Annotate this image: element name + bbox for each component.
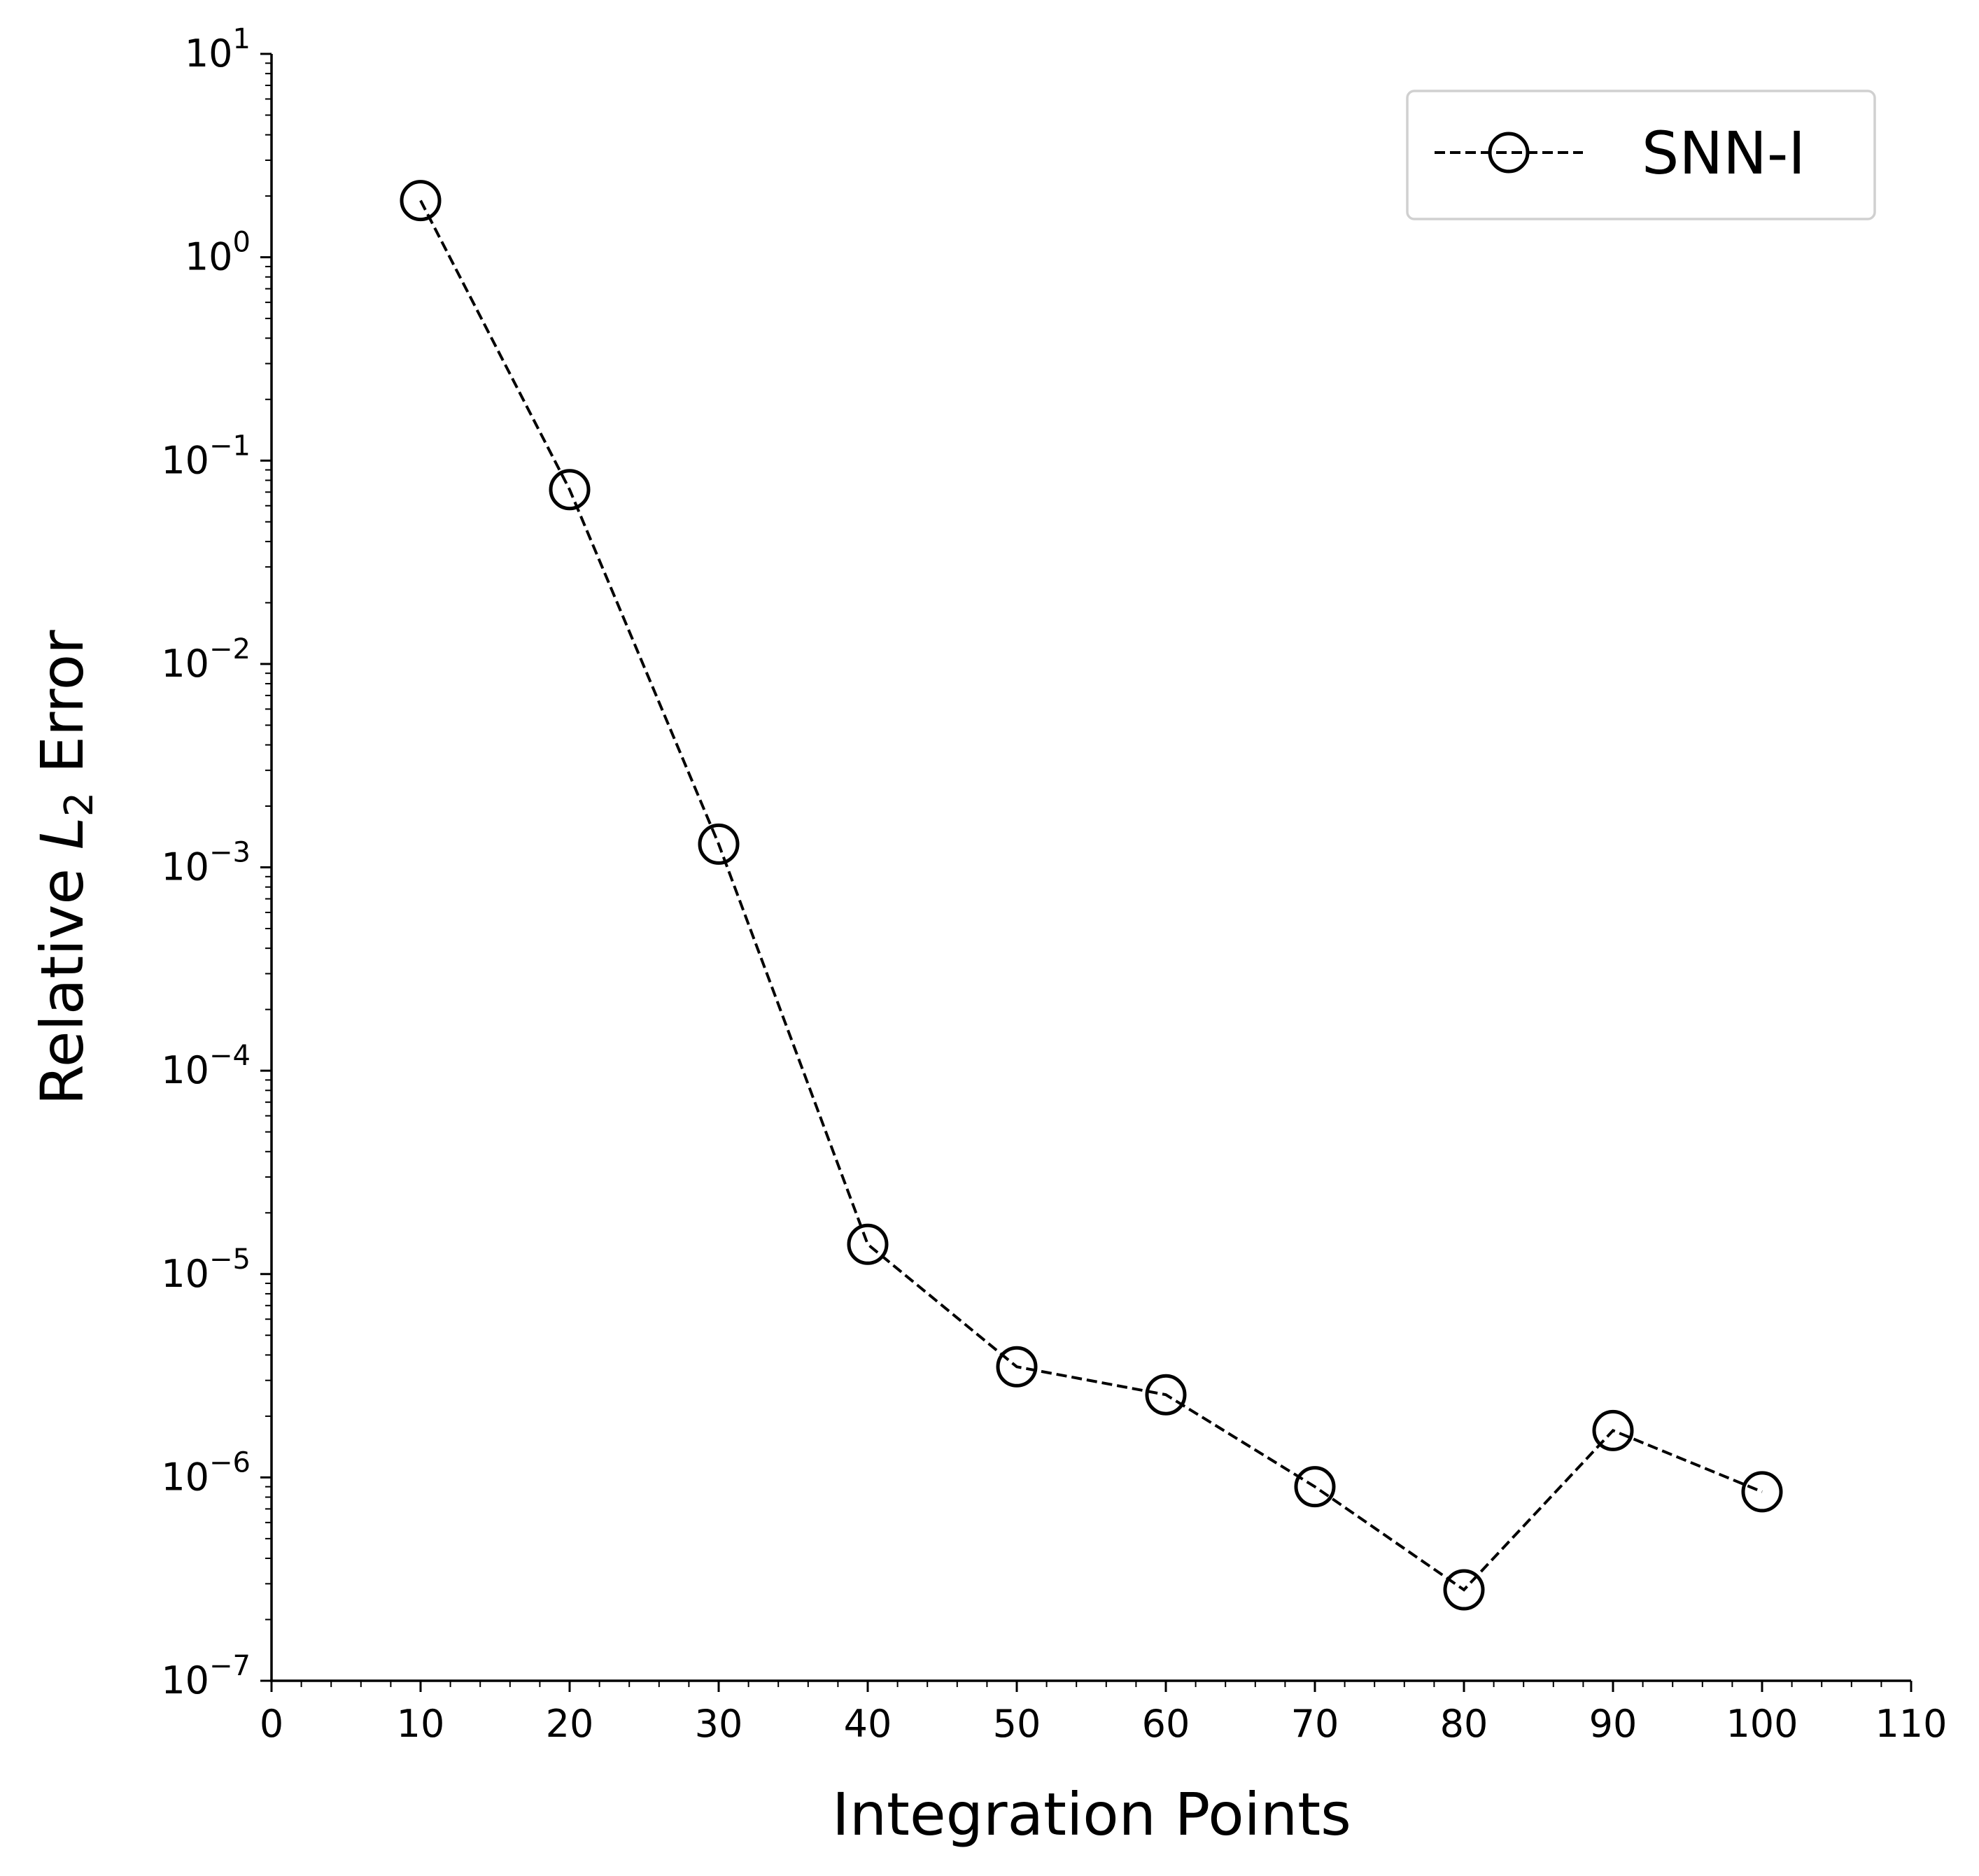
x-tick-label: 60 — [1142, 1702, 1190, 1746]
x-tick-label: 30 — [695, 1702, 743, 1746]
y-tick-label: 101 — [185, 23, 251, 76]
x-tick-label: 50 — [993, 1702, 1041, 1746]
legend-frame — [1406, 90, 1876, 220]
x-tick-label: 80 — [1440, 1702, 1488, 1746]
legend: SNN-I — [1406, 90, 1876, 220]
y-tick-label: 10−7 — [161, 1650, 251, 1702]
data-point — [1741, 1471, 1783, 1513]
y-tick-label: 10−3 — [161, 837, 251, 889]
data-point — [847, 1223, 889, 1265]
y-axis-title-subscript: 2 — [57, 792, 102, 817]
y-tick-label: 10−2 — [161, 633, 251, 686]
major-ticks — [260, 52, 1913, 1692]
y-axis-title-suffix: Error — [28, 630, 97, 792]
data-point — [1294, 1466, 1336, 1508]
x-tick-label: 20 — [546, 1702, 594, 1746]
y-tick-label: 10−4 — [161, 1040, 251, 1092]
y-axis-title-symbol: L — [28, 817, 97, 849]
series-layer — [400, 180, 1783, 1611]
x-tick-label: 0 — [260, 1702, 283, 1746]
legend-marker-sample — [1488, 132, 1530, 174]
y-tick-label: 10−1 — [161, 430, 251, 482]
x-tick-label: 70 — [1291, 1702, 1339, 1746]
series-line — [419, 199, 1763, 1592]
data-point — [1443, 1569, 1485, 1611]
y-tick-label: 100 — [185, 227, 251, 279]
x-tick-label: 10 — [397, 1702, 445, 1746]
y-tick-labels: 101 100 10−1 10−2 10−3 10−4 10−5 10−6 10−7 — [161, 23, 251, 1702]
legend-label: SNN-I — [1642, 119, 1805, 188]
data-point — [400, 180, 442, 222]
y-tick-label: 10−5 — [161, 1243, 251, 1296]
y-axis-title: Relative L2 Error — [28, 630, 102, 1106]
x-tick-labels: 0 10 20 30 40 50 60 70 80 90 100 110 — [260, 1702, 1948, 1746]
data-point — [549, 469, 591, 511]
x-tick-label: 110 — [1875, 1702, 1947, 1746]
x-tick-label: 40 — [844, 1702, 892, 1746]
y-axis-title-prefix: Relative — [28, 849, 97, 1105]
y-tick-label: 10−6 — [161, 1446, 251, 1499]
data-point — [996, 1346, 1038, 1388]
data-point — [1145, 1374, 1187, 1416]
x-axis-title: Integration Points — [832, 1780, 1351, 1849]
minor-ticks — [265, 62, 1882, 1687]
x-tick-label: 90 — [1589, 1702, 1638, 1746]
data-point — [1592, 1409, 1634, 1451]
x-tick-label: 100 — [1726, 1702, 1798, 1746]
data-point — [698, 823, 740, 865]
